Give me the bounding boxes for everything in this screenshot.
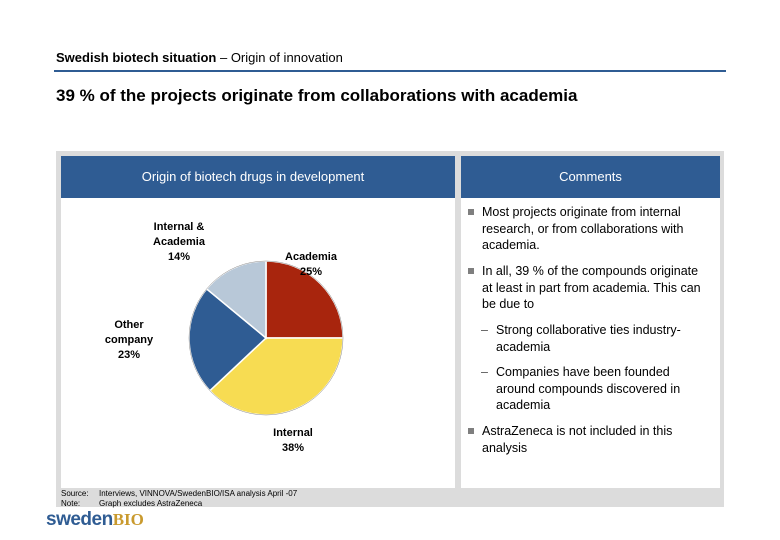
pie-outline xyxy=(188,260,344,416)
pie-label-text: Other xyxy=(114,319,144,331)
dash-icon: – xyxy=(481,323,488,337)
pie-label-text: Academia xyxy=(153,236,205,248)
label-other-company: Other company 23% xyxy=(105,318,153,363)
chart-panel-title: Origin of biotech drugs in development xyxy=(61,156,455,198)
pie-label-text: Internal & xyxy=(153,221,205,233)
footnotes: Source: Interviews, VINNOVA/SwedenBIO/ISA… xyxy=(61,489,297,509)
label-academia: Academia 25% xyxy=(285,250,337,280)
pie-label-text: company xyxy=(104,334,154,346)
header-divider xyxy=(54,70,726,72)
pie-label-text: Internal xyxy=(273,427,313,439)
pie-value-label: 25% xyxy=(299,266,323,278)
comment-bullet-1: Most projects originate from internal re… xyxy=(468,204,712,254)
pie-value-label: 38% xyxy=(281,442,305,454)
dash-icon: – xyxy=(481,365,488,379)
comment-subbullet-1: – Strong collaborative ties industry-aca… xyxy=(481,323,681,354)
bullet-square-icon xyxy=(468,268,474,274)
bullet-square-icon xyxy=(468,209,474,215)
pie-label-text: Academia xyxy=(285,251,337,263)
chart-panel: Origin of biotech drugs in development A… xyxy=(61,156,455,488)
bullet-square-icon xyxy=(468,428,474,434)
header-title: Swedish biotech situation – Origin of in… xyxy=(56,50,343,65)
pie-chart xyxy=(188,260,344,416)
slide-headline: 39 % of the projects originate from coll… xyxy=(56,86,578,105)
comment-bullet-3: AstraZeneca is not included in this anal… xyxy=(468,423,707,456)
swedenbio-logo: swedenBIO xyxy=(46,509,144,530)
comment-bullet-2: In all, 39 % of the compounds originate … xyxy=(468,263,702,313)
comments-panel: Comments Most projects originate from in… xyxy=(461,156,720,488)
label-internal-academia: Internal & Academia 14% xyxy=(153,220,205,265)
pie-value-label: 14% xyxy=(167,251,191,263)
source-note: Source: Interviews, VINNOVA/SwedenBIO/ISA… xyxy=(61,489,298,498)
pie-value-label: 23% xyxy=(117,349,141,361)
comments-panel-title: Comments xyxy=(461,156,720,198)
label-internal: Internal 38% xyxy=(273,426,313,456)
graph-note: Note: Graph excludes AstraZeneca xyxy=(61,499,203,508)
comment-subbullet-2: – Companies have been founded around com… xyxy=(481,365,681,412)
